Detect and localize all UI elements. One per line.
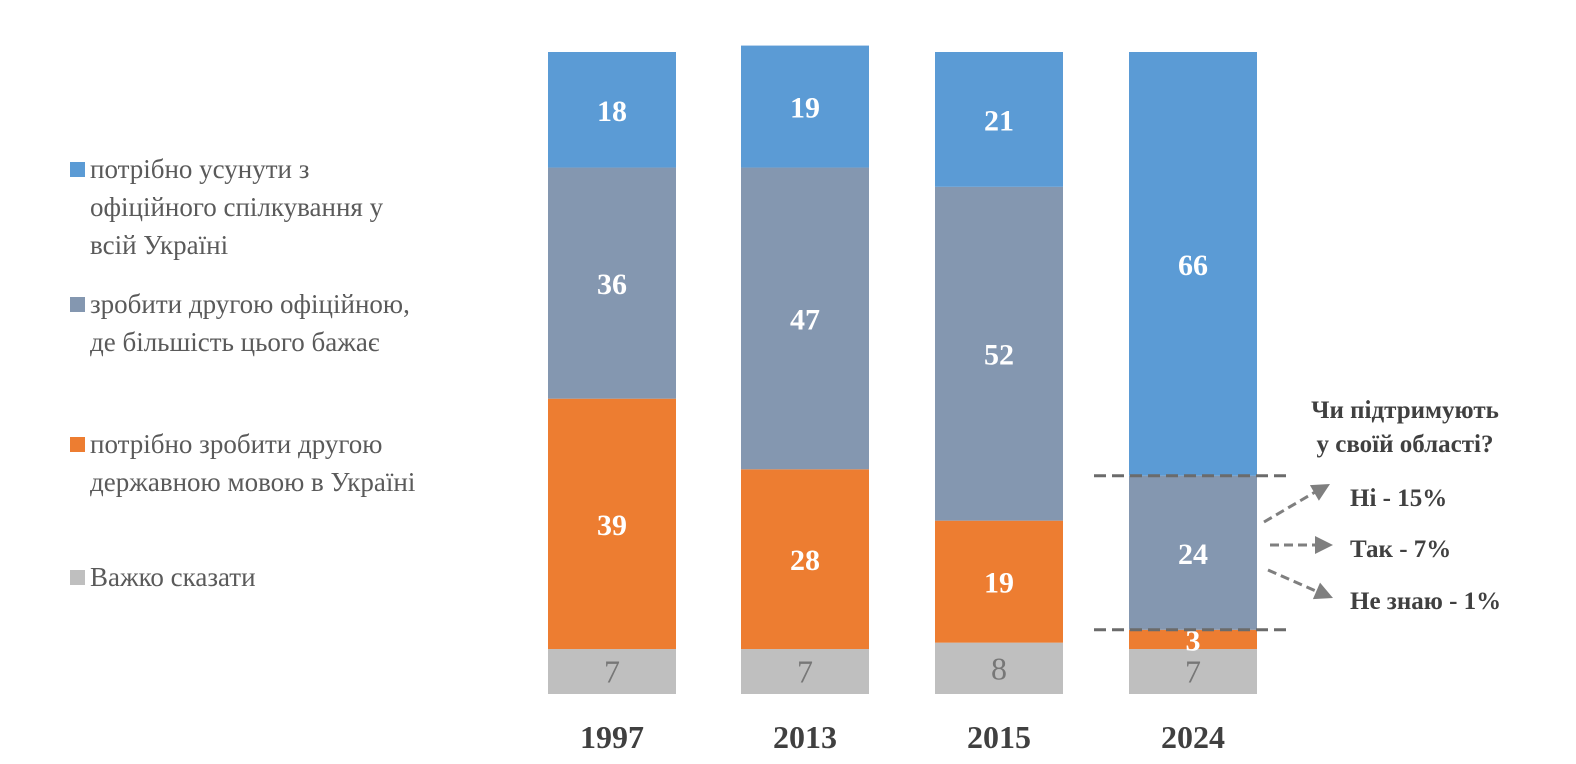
arrow-icon xyxy=(1263,486,1323,524)
bar-segment xyxy=(548,398,676,650)
legend-label: потрібно усунути з офіційного спілкуванн… xyxy=(90,154,384,260)
bar-segment xyxy=(935,52,1063,187)
x-tick-label: 1997 xyxy=(580,719,644,755)
data-label: 3 xyxy=(1186,624,1201,657)
data-label: 52 xyxy=(984,339,1014,372)
bar-segment xyxy=(1129,649,1257,694)
annotation-question: у своїй області? xyxy=(1316,431,1493,458)
arrowhead-icon xyxy=(1315,536,1333,554)
data-label: 8 xyxy=(991,650,1007,686)
bar-segment xyxy=(935,642,1063,694)
bar-segment xyxy=(741,167,869,470)
x-tick-label: 2024 xyxy=(1161,719,1225,755)
annotation-item: Не знаю - 1% xyxy=(1350,588,1501,615)
bar-segment xyxy=(1129,629,1257,650)
bar-segment xyxy=(741,649,869,694)
data-label: 7 xyxy=(797,654,813,690)
x-tick-label: 2013 xyxy=(773,719,837,755)
arrowhead-icon xyxy=(1312,582,1333,600)
bar-segment xyxy=(548,649,676,694)
data-label: 7 xyxy=(604,654,620,690)
annotation-item: Так - 7% xyxy=(1350,536,1451,563)
x-tick-label: 2015 xyxy=(967,719,1031,755)
data-label: 24 xyxy=(1178,538,1208,571)
data-label: 66 xyxy=(1178,249,1208,282)
bar-segment xyxy=(1129,475,1257,630)
legend-label: потрібно зробити другою державною мовою … xyxy=(90,429,416,497)
bar-segment xyxy=(935,186,1063,521)
bar-segment xyxy=(935,520,1063,643)
annotation-item: Ні - 15% xyxy=(1350,485,1447,512)
data-label: 36 xyxy=(597,268,627,301)
data-label: 18 xyxy=(597,95,627,128)
data-label: 19 xyxy=(790,92,820,125)
data-label: 19 xyxy=(984,567,1014,600)
bar-segment xyxy=(548,52,676,168)
legend-label: зробити другою офіційною, де більшість ц… xyxy=(90,289,410,357)
bar-segment xyxy=(741,469,869,650)
data-label: 21 xyxy=(984,104,1014,137)
legend-swatch xyxy=(70,162,85,177)
data-label: 39 xyxy=(597,509,627,542)
legend-swatch xyxy=(70,297,85,312)
bar-segment xyxy=(1129,52,1257,476)
data-label: 7 xyxy=(1185,654,1201,690)
legend-swatch xyxy=(70,570,85,585)
annotation-question: Чи підтримують xyxy=(1311,397,1499,424)
bar-segment xyxy=(548,167,676,399)
legend-swatch xyxy=(70,437,85,452)
arrowhead-icon xyxy=(1309,484,1330,501)
arrow-icon xyxy=(1267,568,1326,597)
data-label: 47 xyxy=(790,303,820,336)
bar-segment xyxy=(741,45,869,168)
legend-label: Важко сказати xyxy=(90,562,256,592)
data-label: 28 xyxy=(790,544,820,577)
